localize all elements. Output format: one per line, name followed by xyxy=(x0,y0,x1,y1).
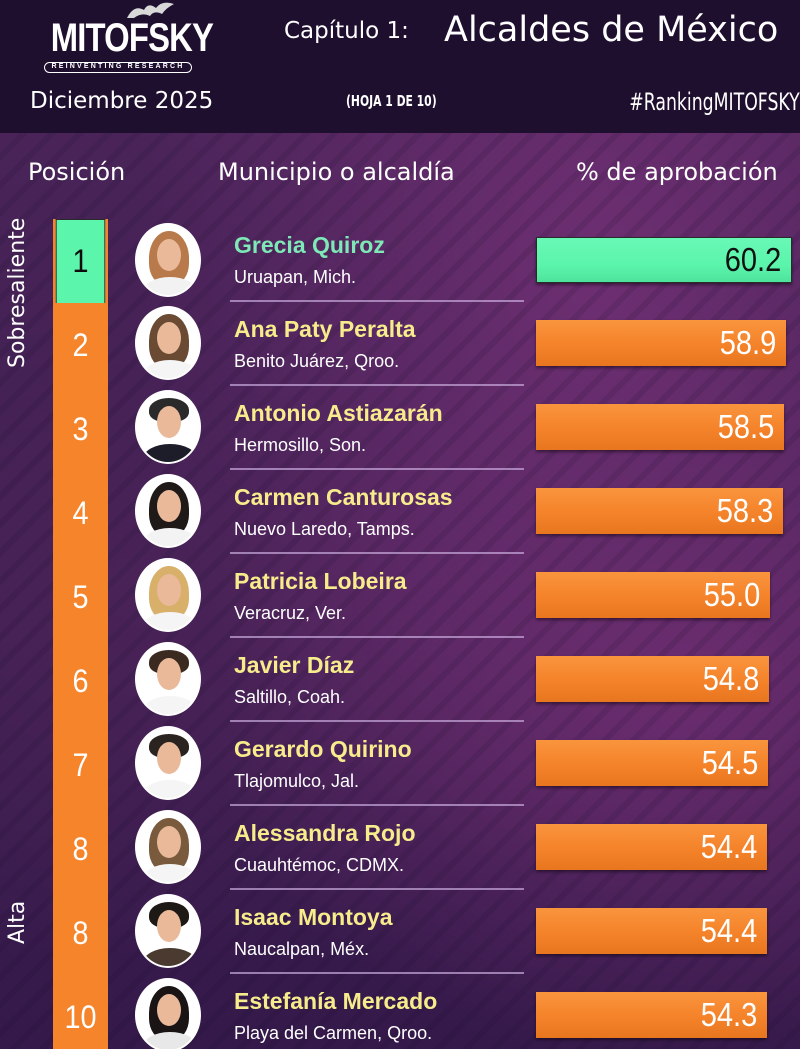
position-cell: 3 xyxy=(72,410,89,447)
sheet-indicator: (HOJA 1 DE 10) xyxy=(346,92,437,110)
chapter-label: Capítulo 1: xyxy=(284,18,409,44)
column-header-position: Posición xyxy=(28,158,126,186)
row-divider xyxy=(230,972,524,974)
avatar xyxy=(135,474,201,548)
approval-bar: 54.4 xyxy=(536,824,767,870)
position-cell: 2 xyxy=(72,326,89,363)
position-cell: 6 xyxy=(72,662,89,699)
approval-value: 58.3 xyxy=(716,492,773,529)
approval-value: 58.5 xyxy=(717,408,774,445)
municipality-name: Benito Juárez, Qroo. xyxy=(234,351,400,371)
position-cell: 7 xyxy=(72,746,89,783)
approval-value: 60.2 xyxy=(724,241,781,278)
approval-bar: 60.2 xyxy=(536,237,792,283)
mayor-name: Carmen Canturosas xyxy=(234,484,453,510)
approval-value: 55.0 xyxy=(703,576,760,613)
approval-bar: 58.3 xyxy=(536,488,783,534)
avatar xyxy=(135,306,201,380)
logo-tagline: REINVENTING RESEARCH xyxy=(44,62,192,73)
approval-value: 54.8 xyxy=(702,660,759,697)
row-divider xyxy=(230,804,524,806)
municipality-name: Playa del Carmen, Qroo. xyxy=(234,1023,433,1043)
mayor-name: Alessandra Rojo xyxy=(234,820,416,846)
row-divider xyxy=(230,636,524,638)
hashtag: #RankingMITOFSKY xyxy=(629,88,800,116)
avatar xyxy=(135,390,201,464)
municipality-name: Tlajomulco, Jal. xyxy=(234,771,360,791)
avatar xyxy=(135,642,201,716)
approval-bar: 54.5 xyxy=(536,740,768,786)
municipality-name: Naucalpan, Méx. xyxy=(234,939,370,959)
mayor-name: Javier Díaz xyxy=(234,652,355,678)
position-column xyxy=(53,219,108,1049)
approval-value: 54.3 xyxy=(700,996,757,1033)
page-title: Alcaldes de México xyxy=(444,10,779,50)
column-header-municipality: Municipio o alcaldía xyxy=(218,158,455,186)
row-divider xyxy=(230,468,524,470)
header-band xyxy=(0,0,800,133)
mayor-name: Gerardo Quirino xyxy=(234,736,412,762)
position-cell: 8 xyxy=(72,830,89,867)
avatar xyxy=(135,223,201,297)
bird-icon xyxy=(127,2,174,19)
position-cell: 5 xyxy=(72,578,89,615)
position-cell: 10 xyxy=(64,998,97,1035)
avatar xyxy=(135,810,201,884)
position-cell: 1 xyxy=(55,219,106,303)
row-divider xyxy=(230,300,524,302)
municipality-name: Nuevo Laredo, Tamps. xyxy=(234,519,415,539)
position-cell: 8 xyxy=(72,914,89,951)
mayor-name: Patricia Lobeira xyxy=(234,568,407,594)
municipality-name: Cuauhtémoc, CDMX. xyxy=(234,855,405,875)
mayor-name: Ana Paty Peralta xyxy=(234,316,416,342)
municipality-name: Saltillo, Coah. xyxy=(234,687,346,707)
row-divider xyxy=(230,888,524,890)
mayor-name: Grecia Quiroz xyxy=(234,232,385,258)
approval-bar: 58.9 xyxy=(536,320,786,366)
approval-bar: 55.0 xyxy=(536,572,770,618)
approval-bar: 54.4 xyxy=(536,908,767,954)
approval-value: 54.5 xyxy=(701,744,758,781)
approval-bar: 54.8 xyxy=(536,656,769,702)
avatar xyxy=(135,558,201,632)
mayor-name: Antonio Astiazarán xyxy=(234,400,443,426)
avatar xyxy=(135,726,201,800)
row-divider xyxy=(230,720,524,722)
approval-value: 58.9 xyxy=(719,324,776,361)
report-date: Diciembre 2025 xyxy=(30,88,214,114)
column-header-approval: % de aprobación xyxy=(576,158,778,186)
mayor-name: Estefanía Mercado xyxy=(234,988,438,1014)
municipality-name: Hermosillo, Son. xyxy=(234,435,367,455)
mayor-name: Isaac Montoya xyxy=(234,904,393,930)
approval-value: 54.4 xyxy=(700,828,757,865)
approval-bar: 58.5 xyxy=(536,404,784,450)
approval-value: 54.4 xyxy=(700,912,757,949)
category-label-alta: Alta xyxy=(5,900,30,944)
category-label-sobresaliente: Sobresaliente xyxy=(5,217,30,368)
avatar xyxy=(135,894,201,968)
logo-wordmark: MITOFSKY xyxy=(50,16,214,60)
avatar xyxy=(135,978,201,1049)
row-divider xyxy=(230,384,524,386)
position-cell: 4 xyxy=(72,494,89,531)
mitofsky-logo: MITOFSKY REINVENTING RESEARCH xyxy=(36,2,214,73)
row-divider xyxy=(230,552,524,554)
approval-bar: 54.3 xyxy=(536,992,767,1038)
municipality-name: Uruapan, Mich. xyxy=(234,267,357,287)
municipality-name: Veracruz, Ver. xyxy=(234,603,347,623)
